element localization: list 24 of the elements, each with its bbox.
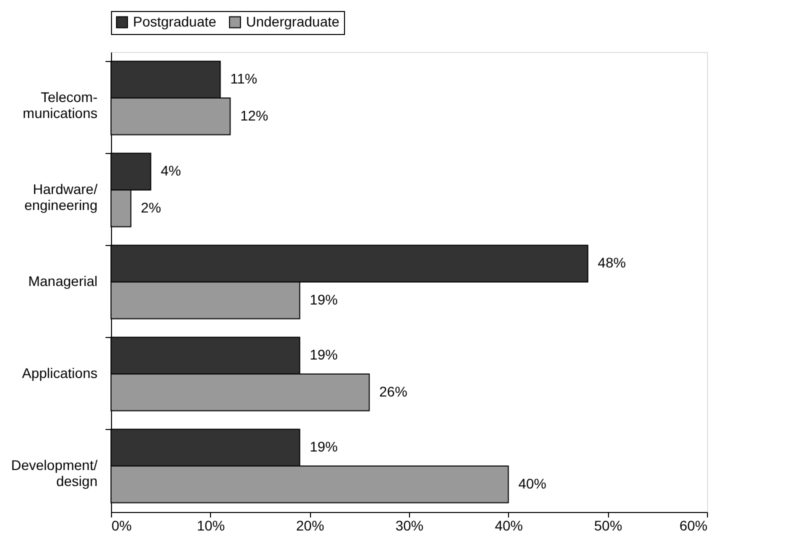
- y-tick-label: Managerial: [28, 273, 98, 289]
- data-label: 19%: [310, 346, 338, 363]
- data-label: 26%: [379, 383, 408, 400]
- y-tick-label: Development/ design: [11, 457, 98, 489]
- data-label: 2%: [140, 199, 162, 216]
- data-label: 48%: [598, 254, 626, 271]
- x-tick-label: 0%: [112, 518, 132, 534]
- data-label: 40%: [518, 475, 546, 492]
- x-tick-label: 30%: [395, 518, 424, 534]
- x-tick-label: 60%: [679, 518, 708, 534]
- y-tick-label: Hardware/ engineering: [24, 181, 98, 213]
- x-tick-label: 20%: [296, 518, 324, 534]
- x-tick-label: 40%: [494, 518, 523, 534]
- y-tick-label: Applications: [22, 365, 98, 381]
- legend-label: Postgraduate: [133, 13, 216, 30]
- legend-label: Undergraduate: [246, 13, 340, 30]
- data-label: 4%: [160, 162, 181, 179]
- data-label: 11%: [230, 70, 258, 87]
- x-tick-label: 10%: [196, 518, 225, 534]
- x-tick-label: 50%: [594, 518, 622, 534]
- data-label: 19%: [310, 291, 338, 308]
- y-tick-label: Telecom- munications: [22, 89, 98, 121]
- data-label: 12%: [240, 107, 268, 124]
- data-label: 19%: [310, 438, 338, 455]
